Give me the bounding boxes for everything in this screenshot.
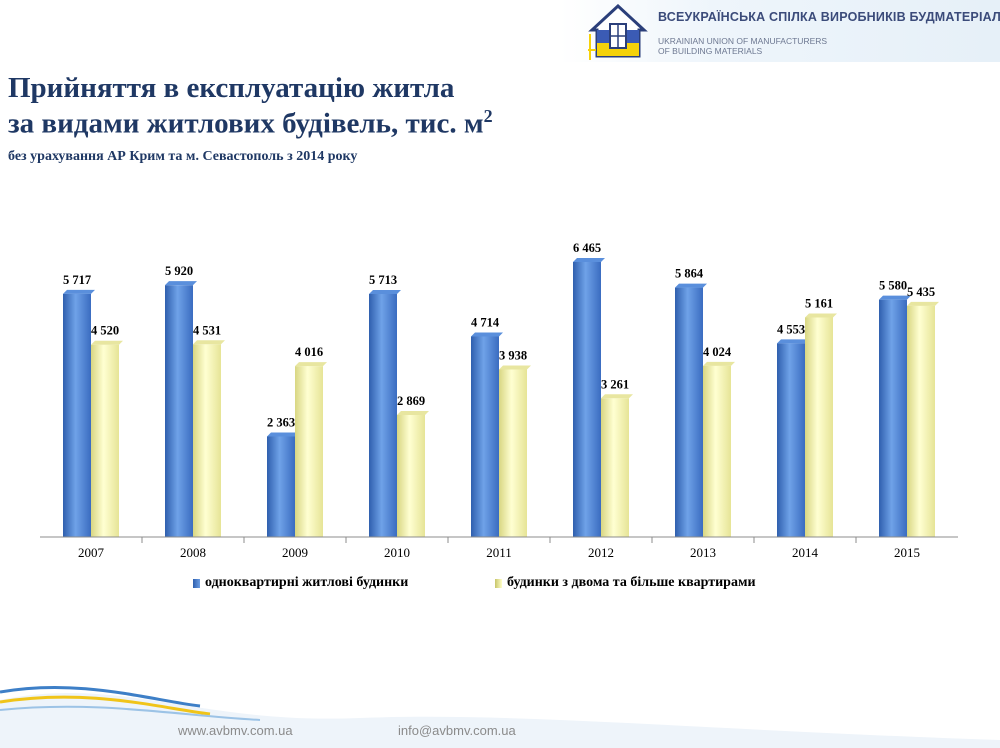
bar-cap-single-family-2015 <box>879 295 911 300</box>
bar-single-family-2009 <box>267 436 295 537</box>
bar-single-family-2011 <box>471 336 499 537</box>
data-label-single-family-2015: 5 580 <box>879 279 907 293</box>
org-name-en-line2: OF BUILDING MATERIALS <box>658 46 763 56</box>
data-label-multi-apartment-2009: 4 016 <box>295 345 323 359</box>
legend-label-multi-apartment: будинки з двома та більше квартирами <box>507 575 756 590</box>
bar-single-family-2012 <box>573 262 601 537</box>
slide-title-line1: Прийняття в експлуатацію житла <box>8 72 455 104</box>
data-label-multi-apartment-2013: 4 024 <box>703 345 732 359</box>
data-label-single-family-2013: 5 864 <box>675 267 704 281</box>
bar-single-family-2015 <box>879 299 907 537</box>
bar-multi-apartment-2009 <box>295 366 323 537</box>
bar-cap-multi-apartment-2015 <box>907 301 939 306</box>
union-logo-icon <box>588 4 648 60</box>
bar-multi-apartment-2007 <box>91 344 119 537</box>
footer-email-link[interactable]: info@avbmv.com.ua <box>398 723 516 738</box>
x-tick-label-2011: 2011 <box>486 545 512 560</box>
legend-item-single-family: одноквартирні житлові будинки <box>193 575 408 591</box>
x-tick-label-2014: 2014 <box>792 545 819 560</box>
data-label-single-family-2009: 2 363 <box>267 415 295 429</box>
bar-single-family-2010 <box>369 293 397 537</box>
bar-single-family-2014 <box>777 343 805 537</box>
x-tick-label-2015: 2015 <box>894 545 920 560</box>
bar-multi-apartment-2012 <box>601 398 629 537</box>
x-tick-label-2010: 2010 <box>384 545 410 560</box>
bar-multi-apartment-2013 <box>703 365 731 537</box>
data-label-single-family-2010: 5 713 <box>369 273 397 287</box>
data-label-single-family-2012: 6 465 <box>573 241 601 255</box>
data-label-single-family-2007: 5 717 <box>63 273 91 287</box>
x-tick-label-2008: 2008 <box>180 545 206 560</box>
bar-multi-apartment-2010 <box>397 414 425 537</box>
bar-multi-apartment-2011 <box>499 369 527 537</box>
bar-cap-single-family-2007 <box>63 289 95 294</box>
org-name-en-line1: UKRAINIAN UNION OF MANUFACTURERS <box>658 36 828 46</box>
data-label-multi-apartment-2014: 5 161 <box>805 296 833 310</box>
bar-multi-apartment-2014 <box>805 317 833 537</box>
x-tick-label-2009: 2009 <box>282 545 308 560</box>
x-tick-label-2007: 2007 <box>78 545 105 560</box>
bar-multi-apartment-2008 <box>193 344 221 537</box>
data-label-single-family-2011: 4 714 <box>471 315 500 329</box>
bar-single-family-2013 <box>675 287 703 537</box>
legend-label-single-family: одноквартирні житлові будинки <box>205 575 409 590</box>
x-tick-label-2013: 2013 <box>690 545 716 560</box>
data-label-multi-apartment-2008: 4 531 <box>193 323 221 337</box>
slide-title-line2-text: за видами житлових будівель, тис. м <box>8 107 484 140</box>
bar-cap-single-family-2009 <box>267 432 299 437</box>
data-label-multi-apartment-2015: 5 435 <box>907 285 935 299</box>
bar-cap-multi-apartment-2012 <box>601 394 633 399</box>
bar-cap-single-family-2013 <box>675 283 707 288</box>
bar-cap-multi-apartment-2008 <box>193 340 225 345</box>
bar-cap-multi-apartment-2011 <box>499 365 531 370</box>
title-superscript: 2 <box>483 106 493 126</box>
bar-cap-multi-apartment-2009 <box>295 362 327 367</box>
bar-single-family-2007 <box>63 293 91 537</box>
x-tick-label-2012: 2012 <box>588 545 614 560</box>
bar-cap-single-family-2010 <box>369 289 401 294</box>
legend-item-multi-apartment: будинки з двома та більше квартирами <box>495 575 756 591</box>
bar-cap-single-family-2008 <box>165 281 197 286</box>
bar-cap-single-family-2012 <box>573 258 605 262</box>
bar-cap-multi-apartment-2014 <box>805 313 837 318</box>
bar-single-family-2008 <box>165 285 193 537</box>
legend-swatch-blue-icon <box>193 578 200 588</box>
bar-cap-single-family-2011 <box>471 332 503 337</box>
data-label-multi-apartment-2011: 3 938 <box>499 348 527 362</box>
footer-wave-decoration <box>0 685 1000 748</box>
org-name-ua: ВСЕУКРАЇНСЬКА СПІЛКА ВИРОБНИКІВ БУДМАТЕР… <box>658 10 1000 24</box>
footer-website-link[interactable]: www.avbmv.com.ua <box>178 723 293 738</box>
bar-multi-apartment-2015 <box>907 305 935 537</box>
bar-cap-single-family-2014 <box>777 339 809 344</box>
slide-title-line2: за видами житлових будівель, тис. м2 <box>8 106 493 141</box>
data-label-single-family-2014: 4 553 <box>777 322 805 336</box>
bar-cap-multi-apartment-2013 <box>703 361 735 366</box>
data-label-multi-apartment-2010: 2 869 <box>397 394 425 408</box>
data-label-single-family-2008: 5 920 <box>165 264 193 278</box>
bar-cap-multi-apartment-2007 <box>91 340 123 345</box>
slide-subtitle: без урахування АР Крим та м. Севастополь… <box>8 149 358 164</box>
data-label-multi-apartment-2012: 3 261 <box>601 377 629 391</box>
bar-cap-multi-apartment-2010 <box>397 410 429 415</box>
data-label-multi-apartment-2007: 4 520 <box>91 324 119 338</box>
legend-swatch-yellow-icon <box>495 578 502 588</box>
